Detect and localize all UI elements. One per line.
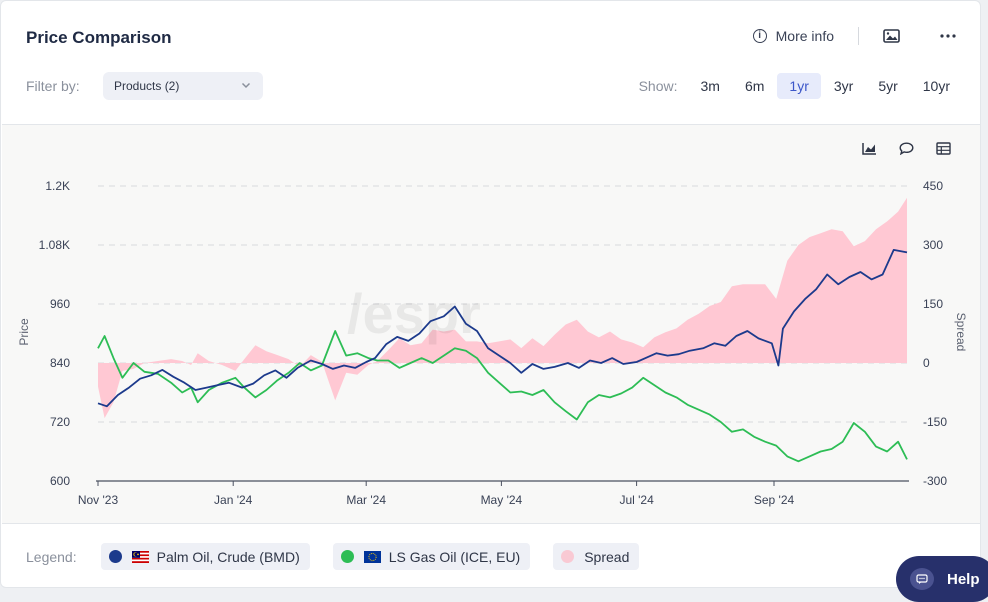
range-6m-button[interactable]: 6m: [744, 78, 765, 94]
series-dot-icon: [108, 550, 122, 563]
legend-item-label: LS Gas Oil (ICE, EU): [388, 548, 521, 565]
help-button[interactable]: Help: [896, 556, 988, 602]
help-chat-icon: [910, 568, 934, 590]
x-tick-label: Nov '23: [78, 493, 119, 507]
filter-label: Filter by:: [26, 78, 80, 94]
annotations-button[interactable]: [899, 142, 914, 155]
y-tick-label: 600: [50, 474, 70, 488]
range-3yr-button[interactable]: 3yr: [833, 78, 854, 94]
data-table-button[interactable]: [936, 142, 951, 155]
eu-flag-icon: [363, 550, 381, 563]
chart-toolbar: [840, 142, 951, 155]
x-tick-label: Mar '24: [346, 493, 386, 507]
range-10yr-button[interactable]: 10yr: [922, 78, 950, 94]
more-options-button[interactable]: [940, 34, 956, 38]
chart-type-button[interactable]: [862, 142, 877, 155]
y2-axis-title: Spread: [954, 313, 968, 352]
chart-area: /espr 1.2K 450 1.08K 300 960 150 840 0 720 -150 60…: [2, 124, 980, 524]
image-icon: [883, 29, 900, 43]
price-chart: /espr 1.2K 450 1.08K 300 960 150 840 0 720 -150 60…: [17, 179, 968, 507]
page-title: Price Comparison: [26, 28, 172, 47]
price-comparison-card: Price Comparison i More info Filter by: …: [0, 0, 981, 588]
x-tick-label: Jul '24: [619, 493, 654, 507]
series-dot-icon: [561, 550, 575, 563]
watermark-logo: /espr: [347, 282, 481, 345]
x-tick-label: May '24: [481, 493, 523, 507]
range-1yr-button[interactable]: 1yr: [777, 73, 821, 99]
chevron-down-icon: [241, 82, 251, 89]
info-icon: i: [752, 29, 767, 43]
legend-item-palm-oil[interactable]: Palm Oil, Crude (BMD): [100, 543, 310, 570]
range-3m-button[interactable]: 3m: [700, 78, 720, 94]
legend-item-gas-oil[interactable]: LS Gas Oil (ICE, EU): [332, 543, 531, 570]
y2-tick-label: 150: [923, 297, 943, 311]
y2-tick-label: 300: [923, 238, 943, 252]
range-selector: Show: 3m 6m 1yr 3yr 5yr 10yr: [639, 73, 962, 99]
malaysia-flag-icon: [131, 550, 149, 563]
series-palm-oil-line: [97, 249, 908, 408]
show-label: Show:: [638, 78, 678, 94]
range-5yr-button[interactable]: 5yr: [878, 78, 898, 94]
y2-tick-label: 0: [923, 356, 930, 370]
y2-tick-label: 450: [923, 179, 943, 193]
y-tick-label: 720: [50, 415, 70, 429]
more-info-label: More info: [775, 28, 834, 44]
series-dot-icon: [340, 550, 354, 563]
more-info-button[interactable]: i More info: [752, 28, 834, 44]
y-tick-label: 840: [50, 356, 70, 370]
x-tick-label: Jan '24: [214, 493, 253, 507]
series-gas-oil-line: [97, 330, 908, 463]
y-tick-label: 1.2K: [45, 179, 70, 193]
comment-icon: [899, 142, 914, 155]
y2-tick-label: -300: [923, 474, 947, 488]
y2-tick-label: -150: [923, 415, 947, 429]
legend-item-label: Spread: [584, 548, 630, 565]
legend-label: Legend:: [26, 548, 77, 565]
legend-item-spread[interactable]: Spread: [553, 543, 640, 570]
table-icon: [936, 142, 951, 155]
header-actions: i More info: [752, 27, 956, 45]
y-tick-label: 1.08K: [39, 238, 70, 252]
filter-value: Products (2): [114, 79, 180, 93]
image-export-button[interactable]: [883, 29, 900, 43]
x-tick-label: Sep '24: [754, 493, 795, 507]
y-tick-label: 960: [50, 297, 70, 311]
area-chart-icon: [862, 143, 876, 155]
divider: [858, 27, 859, 45]
ellipsis-icon: [940, 34, 956, 38]
help-label: Help: [947, 570, 980, 588]
products-filter-select[interactable]: Products (2): [103, 72, 263, 100]
y-axis-title: Price: [17, 318, 31, 346]
legend-item-label: Palm Oil, Crude (BMD): [156, 548, 300, 565]
legend: Legend: Palm Oil, Crude (BMD) LS Gas Oil…: [26, 543, 662, 570]
